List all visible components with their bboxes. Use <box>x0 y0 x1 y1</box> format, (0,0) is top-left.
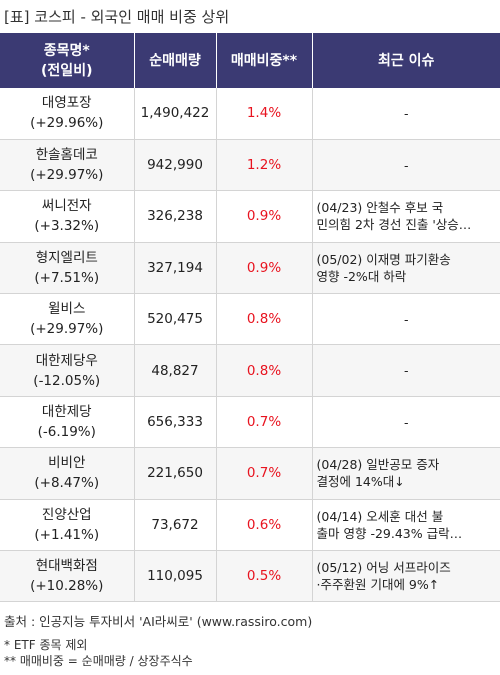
stock-name-cell: 윌비스 (+29.97%) <box>0 293 135 346</box>
footnote-ratio: ** 매매비중 = 순매매량 / 상장주식수 <box>4 654 193 668</box>
issue-line1: (04/28) 일반공모 증자 <box>316 457 440 473</box>
stock-name-cell: 현대백화점 (+10.28%) <box>0 550 135 603</box>
header-volume: 순매매량 <box>134 33 217 88</box>
source-note: 출처 : 인공지능 투자비서 'AI라씨로' (www.rassiro.com) <box>4 614 313 629</box>
stock-name: 한솔홈데코 <box>35 147 98 164</box>
table-row: 진양산업 (+1.41%) 73,672 0.6% (04/14) 오세훈 대선 불 출마… <box>0 499 500 552</box>
table-header-row: 종목명* (전일비) 순매매량 매매비중** 최근 이슈 <box>0 33 500 88</box>
net-volume: 327,194 <box>134 242 217 295</box>
table-row: 대한제당우 (-12.05%) 48,827 0.8% - <box>0 344 500 397</box>
stock-change: (+3.32%) <box>34 218 100 235</box>
foreign-trading-table: 종목명* (전일비) 순매매량 매매비중** 최근 이슈 대영포장 (+29.96… <box>0 33 500 603</box>
stock-name-cell: 진양산업 (+1.41%) <box>0 499 135 552</box>
issue-line1: - <box>403 414 409 430</box>
issue-line1: - <box>403 363 409 379</box>
stock-name-cell: 비비안 (+8.47%) <box>0 447 135 500</box>
stock-name-cell: 형지엘리트 (+7.51%) <box>0 242 135 295</box>
stock-name: 비비안 <box>48 455 86 472</box>
issue-line1: - <box>403 157 409 173</box>
net-volume: 656,333 <box>134 396 217 449</box>
stock-change: (+10.28%) <box>30 578 104 595</box>
recent-issue: - <box>312 139 500 192</box>
trade-ratio: 0.8% <box>216 344 313 397</box>
stock-name: 진양산업 <box>41 506 92 523</box>
footnote-etf: * ETF 종목 제외 <box>4 638 88 652</box>
stock-name: 형지엘리트 <box>35 249 98 266</box>
net-volume: 221,650 <box>134 447 217 500</box>
stock-change: (+7.51%) <box>34 269 100 286</box>
stock-change: (+8.47%) <box>34 475 100 492</box>
recent-issue: - <box>312 344 500 397</box>
recent-issue: (05/12) 어닝 서프라이즈 ·주주환원 기대에 9%↑ <box>312 550 500 603</box>
trade-ratio: 0.9% <box>216 242 313 295</box>
issue-line1: (04/14) 오세훈 대선 불 <box>316 508 444 524</box>
header-name-line2: (전일비) <box>41 62 93 79</box>
trade-ratio: 0.9% <box>216 190 313 243</box>
issue-line1: - <box>403 311 409 327</box>
issue-line1: (04/23) 안철수 후보 국 <box>316 200 444 216</box>
issue-line2: 민의힘 2차 경선 진출 '상승… <box>316 217 472 233</box>
stock-change: (-12.05%) <box>33 372 101 389</box>
table-row: 윌비스 (+29.97%) 520,475 0.8% - <box>0 293 500 346</box>
net-volume: 110,095 <box>134 550 217 603</box>
issue-line2: 출마 영향 -29.43% 급락… <box>316 525 463 541</box>
header-ratio: 매매비중** <box>216 33 313 88</box>
stock-name-cell: 대한제당우 (-12.05%) <box>0 344 135 397</box>
net-volume: 326,238 <box>134 190 217 243</box>
issue-line2: 결정에 14%대↓ <box>316 474 405 490</box>
trade-ratio: 0.8% <box>216 293 313 346</box>
trade-ratio: 0.7% <box>216 396 313 449</box>
stock-change: (-6.19%) <box>37 424 96 441</box>
stock-change: (+29.97%) <box>30 167 104 184</box>
trade-ratio: 1.2% <box>216 139 313 192</box>
issue-line1: (05/12) 어닝 서프라이즈 <box>316 560 451 576</box>
recent-issue: (05/02) 이재명 파기환송 영향 -2%대 하락 <box>312 242 500 295</box>
table-row: 한솔홈데코 (+29.97%) 942,990 1.2% - <box>0 139 500 192</box>
net-volume: 942,990 <box>134 139 217 192</box>
stock-name-cell: 한솔홈데코 (+29.97%) <box>0 139 135 192</box>
page-title: [표] 코스피 - 외국인 매매 비중 상위 <box>4 8 230 26</box>
net-volume: 1,490,422 <box>134 88 217 140</box>
trade-ratio: 0.7% <box>216 447 313 500</box>
net-volume: 520,475 <box>134 293 217 346</box>
stock-change: (+29.96%) <box>30 115 104 132</box>
table-row: 형지엘리트 (+7.51%) 327,194 0.9% (05/02) 이재명 파기환송… <box>0 242 500 295</box>
net-volume: 73,672 <box>134 499 217 552</box>
stock-name: 대한제당우 <box>35 352 98 369</box>
recent-issue: - <box>312 293 500 346</box>
stock-name: 써니전자 <box>41 198 92 215</box>
recent-issue: (04/28) 일반공모 증자 결정에 14%대↓ <box>312 447 500 500</box>
stock-name: 대영포장 <box>41 95 92 112</box>
stock-name-cell: 대영포장 (+29.96%) <box>0 88 135 140</box>
issue-line1: - <box>403 105 409 121</box>
trade-ratio: 0.5% <box>216 550 313 603</box>
table-row: 현대백화점 (+10.28%) 110,095 0.5% (05/12) 어닝 서프라이… <box>0 550 500 603</box>
stock-name: 현대백화점 <box>35 558 98 575</box>
recent-issue: (04/23) 안철수 후보 국 민의힘 2차 경선 진출 '상승… <box>312 190 500 243</box>
stock-change: (+1.41%) <box>34 526 100 543</box>
net-volume: 48,827 <box>134 344 217 397</box>
trade-ratio: 0.6% <box>216 499 313 552</box>
issue-line2: 영향 -2%대 하락 <box>316 268 407 284</box>
stock-change: (+29.97%) <box>30 321 104 338</box>
trade-ratio: 1.4% <box>216 88 313 140</box>
header-name: 종목명* (전일비) <box>0 33 135 88</box>
table-row: 비비안 (+8.47%) 221,650 0.7% (04/28) 일반공모 증자 결정에… <box>0 447 500 500</box>
recent-issue: (04/14) 오세훈 대선 불 출마 영향 -29.43% 급락… <box>312 499 500 552</box>
table-row: 대영포장 (+29.96%) 1,490,422 1.4% - <box>0 88 500 140</box>
stock-name: 대한제당 <box>41 404 92 421</box>
stock-name-cell: 써니전자 (+3.32%) <box>0 190 135 243</box>
recent-issue: - <box>312 88 500 140</box>
header-name-line1: 종목명* <box>43 42 90 59</box>
recent-issue: - <box>312 396 500 449</box>
stock-name: 윌비스 <box>48 301 86 318</box>
issue-line1: (05/02) 이재명 파기환송 <box>316 251 451 267</box>
stock-name-cell: 대한제당 (-6.19%) <box>0 396 135 449</box>
issue-line2: ·주주환원 기대에 9%↑ <box>316 577 440 593</box>
table-row: 대한제당 (-6.19%) 656,333 0.7% - <box>0 396 500 449</box>
header-issue: 최근 이슈 <box>312 33 500 88</box>
